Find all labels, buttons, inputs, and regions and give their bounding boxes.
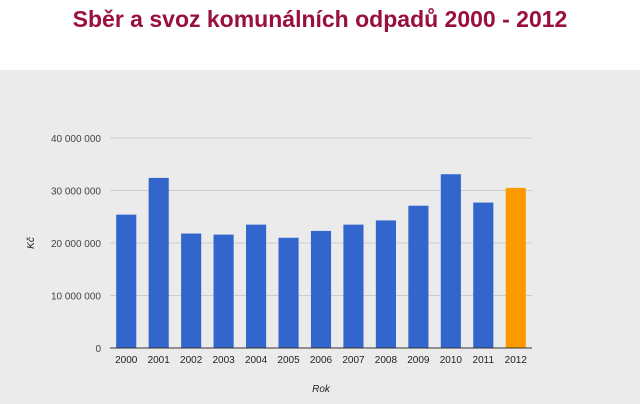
bar-chart: 0 10 000 000 20 000 000 30 000 000 40 000 00… [26,134,532,395]
chart-bar [246,224,267,348]
page-title: Sběr a svoz komunálních odpadů 2000 - 20… [72,6,568,32]
chart-bar [116,214,137,348]
chart-x-tick-labels: 2000 2001 2002 2003 2004 2005 2006 2007 2008 2009… [115,355,527,366]
chart-bar [408,205,429,348]
chart-bar [375,220,396,348]
chart-y-tick-label: 10 000 000 [51,292,101,303]
chart-x-tick-label: 2006 [310,355,333,366]
chart-bar [343,224,364,348]
chart-y-tick-label: 20 000 000 [51,239,101,250]
chart-x-tick-label: 2005 [277,355,300,366]
chart-x-tick-label: 2002 [180,355,203,366]
chart-bar [440,174,461,348]
chart-x-axis-label: Rok [312,384,331,395]
chart-x-tick-label: 2004 [245,355,268,366]
chart-y-tick-label: 30 000 000 [51,187,101,198]
chart-bar [213,234,234,348]
chart-bar [278,237,299,348]
chart-y-tick-labels: 0 10 000 000 20 000 000 30 000 000 40 000 00… [51,134,102,355]
chart-x-tick-label: 2007 [342,355,365,366]
chart-x-tick-label: 2003 [212,355,235,366]
chart-x-tick-label: 2008 [375,355,398,366]
chart-x-tick-label: 2009 [407,355,430,366]
chart-bars [116,174,526,348]
chart-bar [505,187,526,348]
chart-bar [473,202,494,348]
chart-x-tick-label: 2012 [505,355,528,366]
chart-y-tick-label: 40 000 000 [51,134,101,145]
chart-x-tick-label: 2000 [115,355,138,366]
chart-x-tick-label: 2001 [148,355,171,366]
chart-x-tick-label: 2010 [440,355,463,366]
chart-x-tick-label: 2011 [473,355,495,366]
chart-y-axis-label: Kč [26,237,37,249]
chart-bar [148,177,169,348]
chart-y-tick-label: 0 [95,344,101,355]
chart-bar [310,230,332,348]
chart-bar [181,233,202,348]
chart-area: 0 10 000 000 20 000 000 30 000 000 40 000 00… [0,70,640,404]
